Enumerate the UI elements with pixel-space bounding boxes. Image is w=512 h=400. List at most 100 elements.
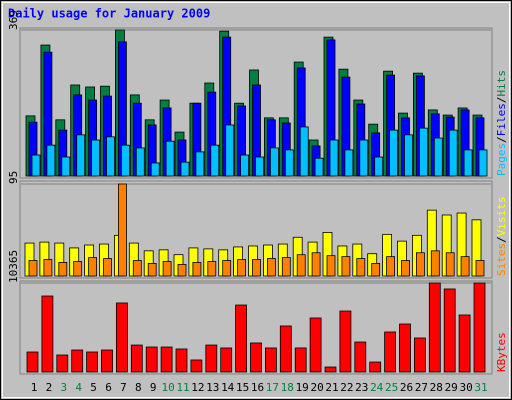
x-tick-label: 14 [221, 381, 235, 394]
bar [207, 261, 217, 277]
bar [177, 263, 187, 277]
x-tick-label: 29 [445, 381, 458, 394]
bar [279, 325, 292, 373]
bar [329, 139, 339, 177]
bar [374, 156, 384, 177]
bar [103, 258, 112, 277]
bar [190, 359, 203, 373]
bar [309, 317, 322, 373]
bar [354, 341, 367, 373]
x-tick-label: 8 [135, 381, 142, 394]
bar [46, 144, 56, 177]
legend-separator: / [495, 236, 508, 243]
bar [71, 349, 84, 373]
bar [311, 252, 321, 277]
x-tick-label: 26 [400, 381, 413, 394]
x-tick-label: 10 [161, 381, 174, 394]
bar [463, 149, 473, 177]
bar [341, 256, 351, 277]
x-tick-label: 24 [370, 381, 384, 394]
bar [339, 310, 352, 373]
x-tick-label: 6 [105, 381, 112, 394]
legend-entry: Visits [495, 197, 508, 237]
x-tick-label: 12 [191, 381, 204, 394]
bar [237, 259, 247, 277]
bar [56, 354, 69, 373]
x-tick-label: 15 [236, 381, 249, 394]
bar [225, 124, 235, 177]
bar [404, 134, 413, 177]
bar [165, 140, 175, 177]
bar [162, 261, 172, 277]
bar [145, 346, 158, 373]
bar [344, 149, 354, 177]
bar [443, 288, 456, 373]
x-tick-label: 4 [75, 381, 82, 394]
bar [26, 351, 39, 373]
bar [88, 257, 97, 277]
x-tick-label: 18 [281, 381, 294, 394]
bar [130, 344, 143, 373]
bar [250, 342, 262, 373]
bar [266, 258, 276, 277]
bar [324, 366, 337, 373]
bar [369, 361, 382, 373]
x-tick-label: 3 [60, 381, 67, 394]
bar [132, 260, 142, 277]
bar [428, 282, 441, 373]
bar [448, 129, 458, 177]
bar [76, 134, 86, 177]
bar [121, 144, 130, 177]
y-tick-label: 10365 [7, 250, 20, 283]
legend: Pages/Files/Hits [495, 70, 508, 176]
bar [415, 252, 425, 277]
bar [175, 348, 188, 373]
bar [220, 347, 233, 373]
bar [192, 262, 202, 277]
bar [478, 149, 488, 177]
x-tick-label: 31 [474, 381, 487, 394]
chart-title: Daily usage for January 2009 [8, 7, 210, 21]
bar [91, 139, 100, 177]
legend-entry: Pages [495, 143, 508, 176]
x-tick-label: 11 [176, 381, 189, 394]
bar [252, 259, 261, 277]
bar [326, 255, 336, 277]
bar [195, 151, 205, 177]
bar [41, 295, 54, 373]
bar [314, 157, 324, 177]
x-tick-label: 16 [251, 381, 264, 394]
bar [235, 304, 248, 373]
bar [43, 259, 53, 277]
bar [430, 250, 440, 277]
bar [240, 154, 250, 177]
x-tick-label: 23 [355, 381, 368, 394]
x-tick-label: 13 [206, 381, 219, 394]
bar [294, 347, 307, 373]
x-tick-label: 1 [31, 381, 38, 394]
bar [413, 337, 426, 373]
legend-entry: Sites [495, 243, 508, 276]
bar [210, 144, 220, 177]
bar [86, 351, 98, 373]
legend: Sites/Visits [495, 197, 508, 277]
bar [299, 126, 309, 177]
bar [371, 263, 381, 277]
bar [269, 147, 279, 177]
bar [386, 256, 396, 277]
bar [116, 302, 128, 373]
bar [73, 261, 83, 277]
x-tick-label: 17 [266, 381, 279, 394]
legend-separator: / [495, 136, 508, 143]
x-tick-label: 20 [310, 381, 323, 394]
bar [384, 331, 397, 373]
legend-separator: / [495, 97, 508, 104]
bar [458, 314, 471, 373]
bar [475, 260, 485, 277]
x-tick-label: 30 [459, 381, 472, 394]
bar [356, 258, 366, 277]
bar [61, 156, 71, 177]
bar [147, 263, 157, 277]
